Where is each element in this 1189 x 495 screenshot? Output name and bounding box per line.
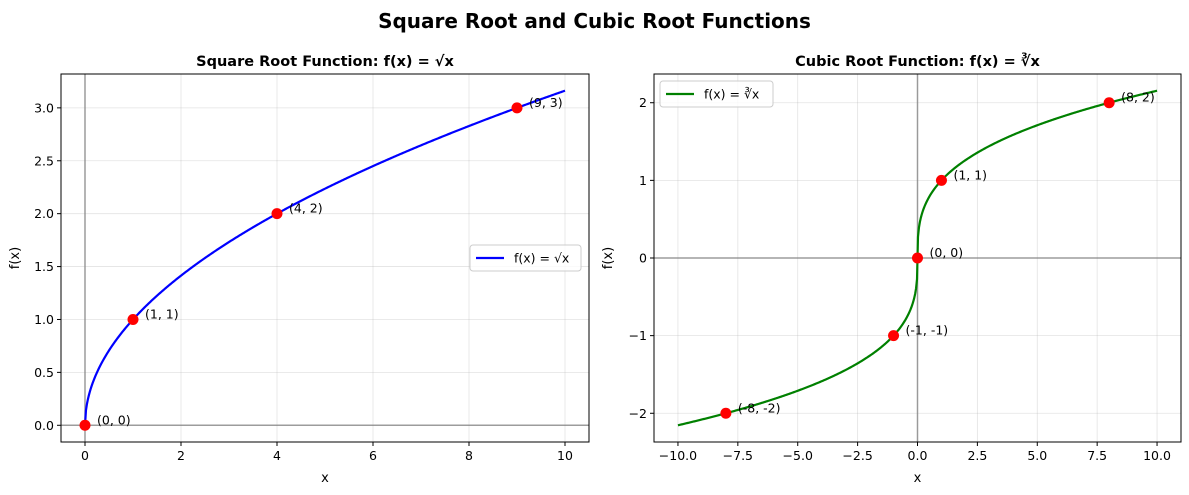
point-label: (-8, -2) (738, 400, 781, 415)
data-point (511, 102, 523, 114)
data-point (271, 208, 283, 220)
x-tick-label: 2.5 (967, 448, 987, 463)
axes-frame (60, 73, 590, 443)
panel-title: Cubic Root Function: f(x) = ∛x (795, 52, 1040, 70)
x-tick-label: 10.0 (1143, 448, 1171, 463)
legend: f(x) = ∛x (659, 80, 774, 108)
legend-label: f(x) = √x (514, 251, 569, 266)
data-point (127, 313, 139, 325)
point-label: (9, 3) (529, 95, 563, 110)
y-tick-label: 2 (639, 95, 647, 110)
zero-axes (61, 74, 589, 442)
x-tick-label: 2 (177, 448, 185, 463)
data-point (720, 407, 732, 419)
data-point (79, 419, 91, 431)
y-tick-label: 0 (639, 251, 647, 266)
x-tick-label: 10 (557, 448, 573, 463)
point-label: (8, 2) (1121, 90, 1155, 105)
legend-label: f(x) = ∛x (704, 87, 759, 102)
y-tick-label: −2 (629, 406, 647, 421)
x-axis-label: x (914, 471, 922, 486)
y-tick-label: 1.0 (34, 312, 54, 327)
x-tick-label: 0 (81, 448, 89, 463)
legend-box (469, 244, 582, 272)
data-point (912, 252, 923, 264)
y-axis-label: f(x) (601, 247, 616, 269)
y-tick-label: −1 (629, 328, 647, 343)
series-line (83, 89, 566, 426)
y-tick-label: 3.0 (34, 100, 54, 115)
panel-cubic-root: (-8, -2)(-1, -1)(0, 0)(1, 1)(8, 2)−10.0−… (601, 52, 1182, 486)
x-tick-label: 0.0 (908, 448, 928, 463)
panel-square-root: (0, 0) (1, 1) (4, 2) (9, 3) 0 2 4 6 8 10 0.0 0.5 1.0… (8, 53, 590, 486)
x-axis-label: x (321, 471, 329, 486)
point-label: (1, 1) (953, 167, 987, 182)
y-tick-label: 0.0 (34, 418, 54, 433)
x-tick-label: −7.5 (723, 448, 753, 463)
data-point (1103, 97, 1115, 109)
data-point (888, 330, 900, 342)
x-tick-label: 5.0 (1027, 448, 1047, 463)
x-tick-label: −5.0 (783, 448, 813, 463)
y-axis-label: f(x) (8, 247, 23, 269)
y-tick-label: 1.5 (34, 259, 54, 274)
x-tick-label: −2.5 (842, 448, 872, 463)
x-tick-label: 8 (465, 448, 473, 463)
point-label: (-1, -1) (906, 323, 949, 338)
y-tick-label: 1 (639, 173, 647, 188)
data-point (935, 174, 947, 186)
x-tick-label: 7.5 (1087, 448, 1107, 463)
y-tick-label: 2.0 (34, 206, 54, 221)
x-tick-label: 4 (273, 448, 281, 463)
point-label: (0, 0) (930, 245, 964, 260)
x-tick-label: −10.0 (659, 448, 697, 463)
y-tick-label: 2.5 (34, 153, 54, 168)
point-label: (1, 1) (145, 306, 179, 321)
legend: f(x) = √x (469, 244, 582, 272)
figure-title: Square Root and Cubic Root Functions (378, 9, 811, 33)
legend-box (659, 80, 774, 108)
panel-title: Square Root Function: f(x) = √x (196, 53, 454, 70)
point-label: (4, 2) (289, 201, 323, 216)
y-tick-label: 0.5 (34, 365, 54, 380)
x-tick-label: 6 (369, 448, 377, 463)
point-label: (0, 0) (97, 412, 131, 427)
